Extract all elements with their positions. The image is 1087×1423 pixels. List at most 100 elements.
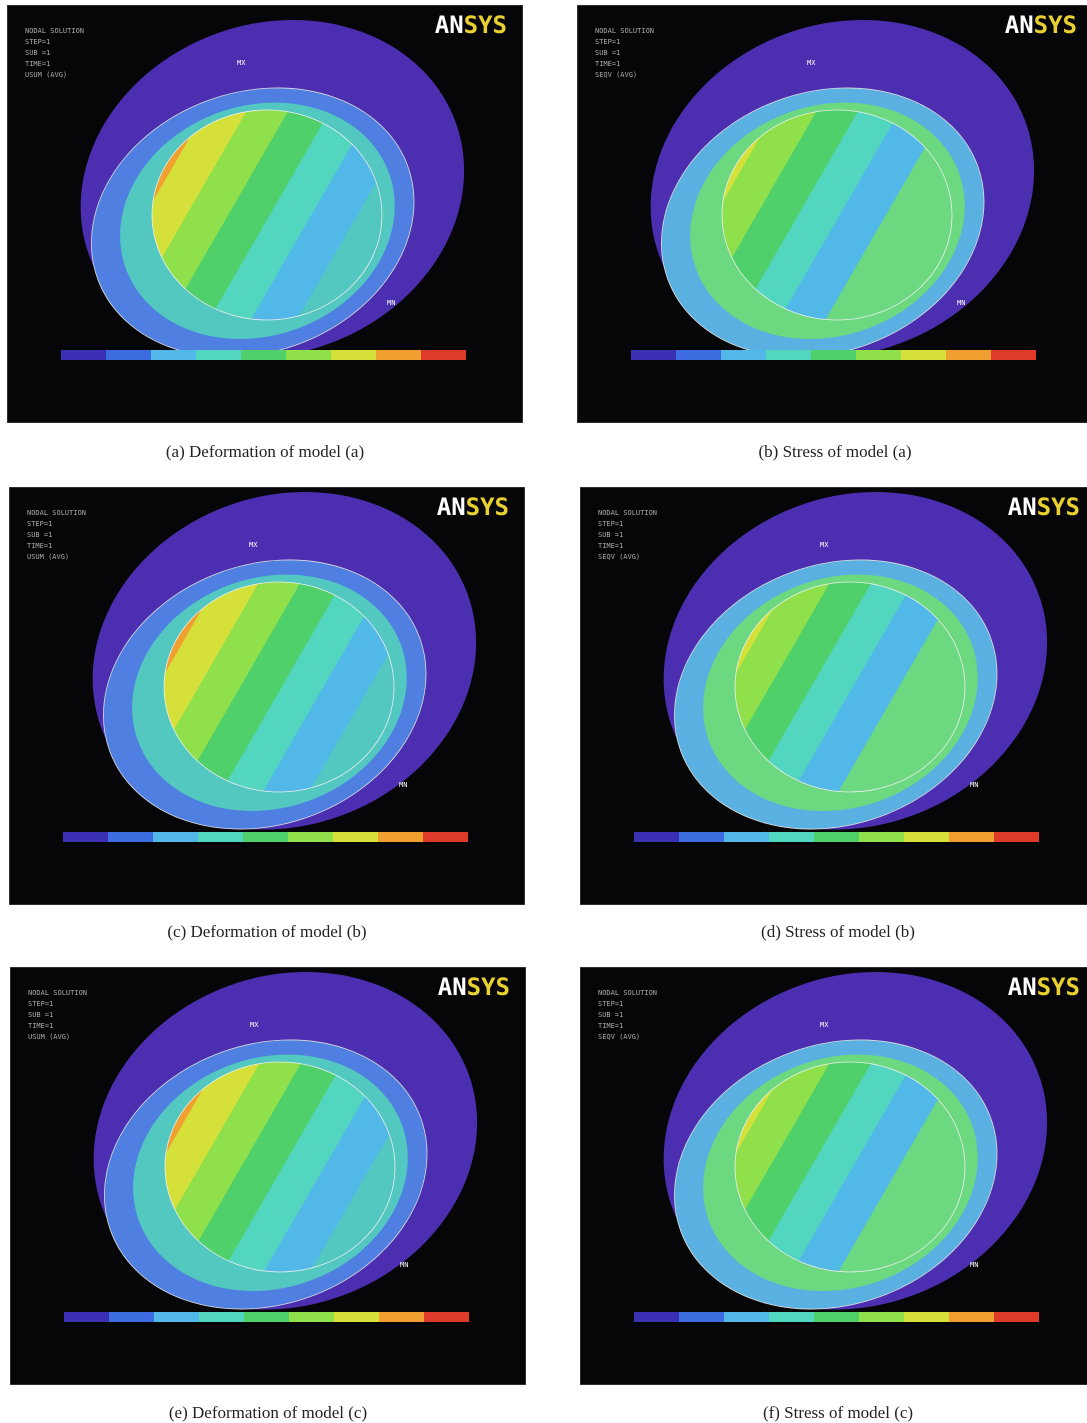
colorbar-segment (994, 832, 1039, 842)
marker: MX (237, 59, 246, 67)
colorbar-segment (199, 1312, 244, 1322)
panel: ANSYS NODAL SOLUTION STEP=1 SUB =1 TIME=1 USU… (8, 486, 526, 906)
contour-band (735, 582, 895, 792)
marker: MX (250, 1021, 259, 1029)
colorbar-segment (634, 1312, 679, 1322)
sphere-edge (721, 109, 953, 321)
sphere-edge (163, 581, 395, 793)
caption: (c) Deformation of model (b) (167, 922, 367, 941)
ansys-plot: ANSYS NODAL SOLUTION STEP=1 SUB =1 TIME=1 USU… (8, 486, 526, 906)
ansys-plot: ANSYS NODAL SOLUTION STEP=1 SUB =1 TIME=1 USU… (9, 966, 527, 1386)
info-line: USUM (AVG) (28, 1033, 70, 1041)
marker: MN (387, 299, 395, 307)
colorbar-segment (379, 1312, 424, 1322)
contour-band (152, 110, 312, 320)
panel: ANSYS NODAL SOLUTION STEP=1 SUB =1 TIME=1 SEQ… (576, 4, 1087, 424)
info-line: TIME=1 (25, 60, 50, 68)
contour-band (722, 110, 882, 320)
info-line: NODAL SOLUTION (25, 27, 84, 35)
info-line: NODAL SOLUTION (28, 989, 87, 997)
colorbar-segment (154, 1312, 199, 1322)
colorbar-segment (631, 350, 676, 360)
colorbar-segment (286, 350, 331, 360)
info-line: NODAL SOLUTION (598, 509, 657, 517)
caption: (d) Stress of model (b) (761, 922, 915, 941)
colorbar-segment (946, 350, 991, 360)
info-line: SUB =1 (28, 1011, 53, 1019)
ansys-logo: ANSYS (437, 493, 509, 521)
colorbar-segment (949, 832, 994, 842)
info-line: TIME=1 (598, 542, 623, 550)
marker: MX (820, 541, 829, 549)
caption: (f) Stress of model (c) (762, 1403, 914, 1422)
colorbar-segment (994, 1312, 1039, 1322)
colorbar-segment (676, 350, 721, 360)
colorbar-segment (243, 832, 288, 842)
colorbar-segment (769, 1312, 814, 1322)
info-line: STEP=1 (598, 1000, 623, 1008)
ansys-logo: ANSYS (438, 973, 510, 1001)
colorbar-segment (424, 1312, 469, 1322)
info-line: USUM (AVG) (25, 71, 67, 79)
colorbar-segment (241, 350, 286, 360)
colorbar-segment (949, 1312, 994, 1322)
marker: MX (249, 541, 258, 549)
colorbar-segment (378, 832, 423, 842)
info-line: STEP=1 (28, 1000, 53, 1008)
colorbar-segment (634, 832, 679, 842)
colorbar-segment (724, 832, 769, 842)
info-line: SUB =1 (27, 531, 52, 539)
colorbar-segment (64, 1312, 109, 1322)
colorbar-segment (766, 350, 811, 360)
marker: MN (957, 299, 965, 307)
colorbar-segment (109, 1312, 154, 1322)
colorbar-segment (106, 350, 151, 360)
info-line: SUB =1 (595, 49, 620, 57)
colorbar-segment (288, 832, 333, 842)
colorbar-segment (196, 350, 241, 360)
ansys-plot: ANSYS NODAL SOLUTION STEP=1 SUB =1 TIME=1 SEQ… (576, 4, 1087, 424)
marker: MN (400, 1261, 408, 1269)
info-line: SUB =1 (598, 531, 623, 539)
caption: (b) Stress of model (a) (758, 442, 912, 461)
panel: ANSYS NODAL SOLUTION STEP=1 SUB =1 TIME=1 USU… (6, 4, 524, 424)
info-line: TIME=1 (595, 60, 620, 68)
info-line: STEP=1 (595, 38, 620, 46)
info-line: TIME=1 (598, 1022, 623, 1030)
info-line: NODAL SOLUTION (595, 27, 654, 35)
colorbar-segment (333, 832, 378, 842)
contour-band (735, 1062, 895, 1272)
colorbar-segment (991, 350, 1036, 360)
colorbar-segment (859, 832, 904, 842)
colorbar-segment (421, 350, 466, 360)
sphere-edge (734, 1061, 966, 1273)
colorbar-segment (153, 832, 198, 842)
info-line: NODAL SOLUTION (27, 509, 86, 517)
info-line: TIME=1 (27, 542, 52, 550)
marker: MN (970, 781, 978, 789)
colorbar-segment (721, 350, 766, 360)
marker: MN (399, 781, 407, 789)
info-line: TIME=1 (28, 1022, 53, 1030)
colorbar-segment (901, 350, 946, 360)
colorbar-segment (904, 832, 949, 842)
colorbar-segment (331, 350, 376, 360)
contour-band (164, 582, 324, 792)
colorbar-segment (856, 350, 901, 360)
colorbar-segment (108, 832, 153, 842)
sphere-edge (164, 1061, 396, 1273)
marker: MX (820, 1021, 829, 1029)
info-line: SEQV (AVG) (598, 1033, 640, 1041)
ansys-plot: ANSYS NODAL SOLUTION STEP=1 SUB =1 TIME=1 SEQ… (579, 966, 1087, 1386)
info-line: STEP=1 (27, 520, 52, 528)
colorbar-segment (814, 1312, 859, 1322)
colorbar-segment (814, 832, 859, 842)
colorbar-segment (151, 350, 196, 360)
panel: ANSYS NODAL SOLUTION STEP=1 SUB =1 TIME=1 SEQ… (579, 486, 1087, 906)
colorbar-segment (334, 1312, 379, 1322)
colorbar-segment (63, 832, 108, 842)
ansys-logo: ANSYS (1008, 493, 1080, 521)
info-line: SUB =1 (25, 49, 50, 57)
marker: MX (807, 59, 816, 67)
